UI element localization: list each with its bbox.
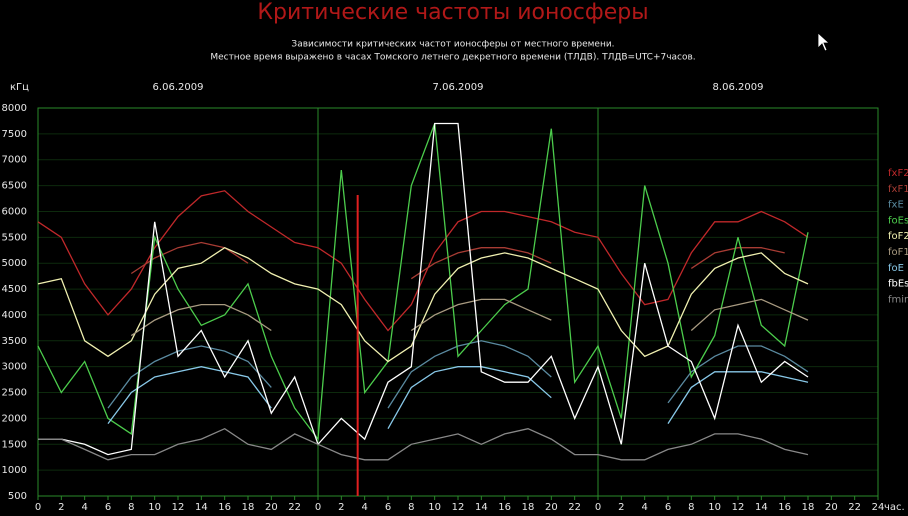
x-tick-label: 0 xyxy=(35,502,41,513)
x-tick-label: 10 xyxy=(428,502,441,513)
x-tick-label: 18 xyxy=(242,502,255,513)
x-tick-label: 12 xyxy=(452,502,465,513)
series-line xyxy=(37,246,809,363)
subtitle: Местное время выражено в часах Томского … xyxy=(210,53,695,63)
x-tick-label: 20 xyxy=(545,502,558,513)
series-line xyxy=(130,298,809,337)
x-tick-label: 8 xyxy=(128,502,134,513)
y-tick-label: 8000 xyxy=(2,103,27,114)
x-tick-label: 22 xyxy=(568,502,581,513)
legend-entry: fbEs xyxy=(888,279,908,290)
x-tick-label: 16 xyxy=(218,502,231,513)
x-tick-label: 0 xyxy=(595,502,601,513)
mouse-cursor xyxy=(817,32,831,52)
x-tick-label: 6 xyxy=(665,502,671,513)
x-tick-label: 12 xyxy=(732,502,745,513)
x-tick-label: 14 xyxy=(755,502,768,513)
y-tick-label: 2500 xyxy=(2,388,27,399)
y-tick-label: 4000 xyxy=(2,310,27,321)
x-tick-label: 8 xyxy=(408,502,414,513)
x-tick-label: 6 xyxy=(385,502,391,513)
x-tick-label: 0 xyxy=(315,502,321,513)
legend-entry: foEs xyxy=(888,215,908,226)
x-tick-label: 24 xyxy=(872,502,885,513)
x-tick-label: 4 xyxy=(641,502,647,513)
y-tick-label: 5000 xyxy=(2,258,27,269)
y-tick-label: 4500 xyxy=(2,284,27,295)
legend-entry: fmin xyxy=(888,294,908,305)
x-tick-label: 10 xyxy=(708,502,721,513)
y-tick-label: 6000 xyxy=(2,206,27,217)
x-tick-label: 6 xyxy=(105,502,111,513)
legend-entry: fxF1 xyxy=(888,184,908,195)
y-tick-label: 6500 xyxy=(2,181,27,192)
x-tick-label: 14 xyxy=(475,502,488,513)
x-tick-label: 4 xyxy=(361,502,367,513)
x-tick-label: 2 xyxy=(338,502,344,513)
x-axis-label: час. xyxy=(884,502,905,513)
y-tick-label: 7000 xyxy=(2,155,27,166)
series-line xyxy=(38,122,809,456)
x-tick-label: 4 xyxy=(81,502,87,513)
legend-entry: fxF2 xyxy=(888,168,908,179)
y-tick-label: 1500 xyxy=(2,439,27,450)
x-tick-label: 22 xyxy=(848,502,861,513)
x-tick-label: 18 xyxy=(522,502,535,513)
x-tick-label: 8 xyxy=(688,502,694,513)
series-line xyxy=(38,427,809,461)
x-tick-label: 2 xyxy=(58,502,64,513)
x-tick-label: 12 xyxy=(172,502,185,513)
y-tick-label: 3000 xyxy=(2,362,27,373)
y-tick-label: 7500 xyxy=(2,129,27,140)
x-tick-label: 2 xyxy=(618,502,624,513)
chart-title: Критические частоты ионосферы xyxy=(257,0,648,25)
legend-entry: fxE xyxy=(888,200,904,211)
series-line xyxy=(107,366,809,430)
subtitle: Зависимости критических частот ионосферы… xyxy=(291,40,614,50)
legend-entry: foE xyxy=(888,263,904,274)
y-tick-label: 2000 xyxy=(2,413,27,424)
x-tick-label: 16 xyxy=(498,502,511,513)
x-tick-label: 16 xyxy=(778,502,791,513)
x-tick-label: 14 xyxy=(195,502,208,513)
y-tick-label: 500 xyxy=(8,491,27,502)
day-label: 7.06.2009 xyxy=(433,82,484,93)
x-tick-label: 20 xyxy=(825,502,838,513)
legend-entry: foF2 xyxy=(888,231,908,242)
series-line xyxy=(37,190,809,332)
x-tick-label: 18 xyxy=(802,502,815,513)
y-tick-label: 1000 xyxy=(2,465,27,476)
day-label: 6.06.2009 xyxy=(153,82,204,93)
x-tick-label: 20 xyxy=(265,502,278,513)
y-tick-label: 3500 xyxy=(2,336,27,347)
plot-frame xyxy=(37,107,879,497)
day-label: 8.06.2009 xyxy=(713,82,764,93)
y-axis-label: кГц xyxy=(10,82,29,93)
legend-entry: foF1 xyxy=(888,247,908,258)
x-tick-label: 22 xyxy=(288,502,301,513)
x-tick-label: 10 xyxy=(148,502,161,513)
y-tick-label: 5500 xyxy=(2,232,27,243)
